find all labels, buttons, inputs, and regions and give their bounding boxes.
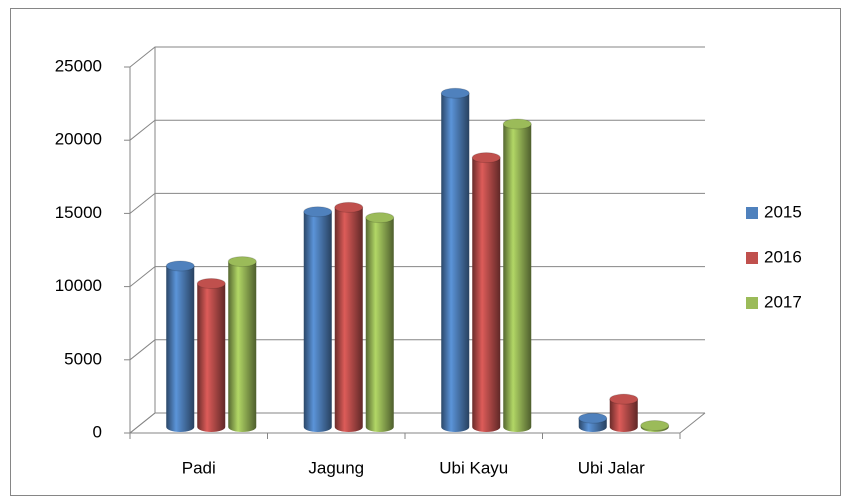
- y-tick-label: 5000: [64, 349, 102, 368]
- bar: [365, 212, 395, 432]
- bar: [471, 152, 501, 432]
- bar: [640, 420, 670, 432]
- y-tick-label: 10000: [55, 276, 102, 295]
- legend-label: 2016: [764, 247, 802, 266]
- y-tick-label: 25000: [55, 56, 102, 75]
- x-tick-label: Padi: [182, 458, 216, 477]
- y-tick-label: 20000: [55, 130, 102, 149]
- x-tick-label: Jagung: [308, 458, 364, 477]
- legend-label: 2015: [764, 202, 802, 221]
- bar: [609, 393, 639, 432]
- bar: [440, 87, 470, 432]
- bar: [502, 118, 532, 433]
- bar: [578, 412, 608, 432]
- y-tick-label: 0: [93, 422, 102, 441]
- chart-frame: [10, 8, 841, 496]
- legend-swatch: [746, 207, 758, 219]
- bar: [227, 256, 257, 432]
- grid-line: [129, 46, 705, 68]
- bar: [196, 278, 226, 432]
- x-tick-label: Ubi Jalar: [578, 458, 645, 477]
- y-tick-label: 15000: [55, 203, 102, 222]
- x-tick-label: Ubi Kayu: [439, 458, 508, 477]
- legend-label: 2017: [764, 292, 802, 311]
- bar: [165, 260, 195, 432]
- bar: [303, 206, 333, 432]
- legend-swatch: [746, 297, 758, 309]
- bar: [334, 201, 364, 432]
- legend-swatch: [746, 252, 758, 264]
